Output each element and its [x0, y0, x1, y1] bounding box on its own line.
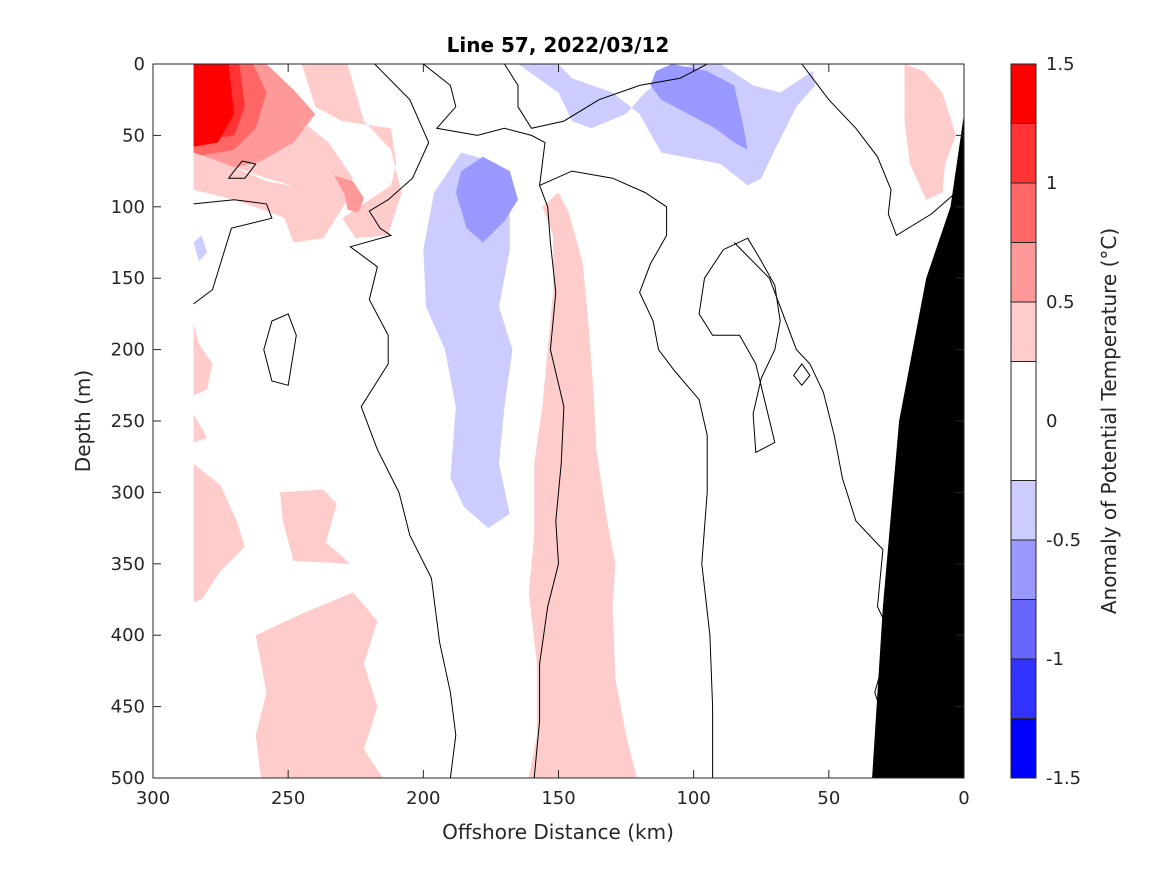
colorbar: -1.5 -1 -0.5 0 0.5 1 1.5: [1010, 54, 1081, 789]
anomaly-region-8: [334, 175, 364, 213]
anomaly-region-6: [301, 64, 402, 239]
y-tick-label: 100: [111, 197, 145, 218]
anomaly-region-4: [193, 64, 235, 147]
anomaly-region-16: [423, 152, 513, 529]
x-axis-label: Offshore Distance (km): [442, 820, 674, 844]
y-tick-label: 0: [134, 54, 145, 75]
anomaly-region-15: [904, 64, 956, 200]
colorbar-frame: [1010, 63, 1037, 779]
closed-zero-contour-2: [698, 237, 781, 454]
colorbar-swatch: [1011, 599, 1036, 659]
anomaly-region-13: [255, 592, 383, 778]
colorbar-swatch: [1011, 659, 1036, 719]
anomaly-region-9: [193, 323, 213, 396]
colorbar-swatch: [1011, 302, 1036, 362]
x-tick-label: 250: [271, 788, 305, 809]
x-tick-label: 50: [817, 788, 840, 809]
chart-title: Line 57, 2022/03/12: [447, 33, 670, 57]
colorbar-tick-label: -0.5: [1046, 530, 1081, 551]
anomaly-region-17: [455, 156, 518, 243]
zero-contour-3: [539, 170, 714, 778]
zero-contour-5: [503, 64, 708, 129]
zero-contour-4: [801, 64, 964, 237]
colorbar-label: Anomaly of Potential Temperature (°C): [1097, 228, 1121, 614]
y-tick-label: 350: [111, 554, 145, 575]
x-tick-label: 150: [541, 788, 575, 809]
x-axis: 300 250 200 150 100 50 0: [136, 64, 970, 809]
anomaly-region-7: [280, 121, 348, 243]
y-tick-label: 300: [111, 482, 145, 503]
colorbar-swatch: [1011, 183, 1036, 243]
colorbar-tick-label: 1: [1046, 173, 1057, 194]
y-tick-label: 400: [111, 625, 145, 646]
plot-area: [152, 63, 965, 779]
y-tick-label: 200: [111, 340, 145, 361]
closed-zero-contour-3: [793, 363, 811, 387]
x-tick-label: 100: [676, 788, 710, 809]
colorbar-swatch: [1011, 540, 1036, 600]
colorbar-swatch: [1011, 718, 1036, 778]
colorbar-swatch: [1011, 480, 1036, 540]
anomaly-region-14: [528, 192, 637, 778]
y-tick-label: 50: [122, 125, 145, 146]
x-tick-label: 300: [136, 788, 170, 809]
y-tick-label: 150: [111, 268, 145, 289]
colorbar-tick-label: 0.5: [1046, 292, 1075, 313]
y-tick-label: 450: [111, 697, 145, 718]
y-axis-label: Depth (m): [71, 370, 95, 472]
anomaly-region-12: [280, 489, 351, 564]
bathymetry-layer: [872, 114, 964, 778]
colorbar-tick-label: -1.5: [1046, 768, 1081, 789]
zero-contour-0: [193, 199, 273, 305]
x-tick-label: 200: [406, 788, 440, 809]
zero-contour-2: [422, 64, 565, 778]
colorbar-tick-label: 1.5: [1046, 54, 1075, 75]
colorbar-tick-label: -1: [1046, 649, 1064, 670]
anomaly-region-19: [650, 64, 748, 150]
colorbar-swatch: [1011, 123, 1036, 183]
colorbar-swatch: [1011, 64, 1036, 124]
anomaly-region-11: [193, 463, 245, 603]
y-tick-label: 250: [111, 411, 145, 432]
anomaly-region-20: [193, 235, 208, 262]
x-tick-label: 0: [958, 788, 969, 809]
anomaly-regions: [193, 64, 956, 778]
y-axis: 0 50 100 150 200 250 300 350 400 450 500: [111, 54, 964, 789]
anomaly-region-18: [518, 64, 816, 186]
anomaly-region-10: [193, 413, 208, 443]
closed-zero-contour-0: [263, 313, 297, 386]
bathymetry: [872, 114, 964, 778]
closed-zero-contour-1: [227, 160, 257, 179]
colorbar-swatch: [1011, 242, 1036, 302]
y-tick-label: 500: [111, 768, 145, 789]
colorbar-tick-label: 0: [1046, 411, 1057, 432]
colorbar-swatch: [1011, 361, 1036, 481]
zero-contour-1: [349, 64, 457, 778]
